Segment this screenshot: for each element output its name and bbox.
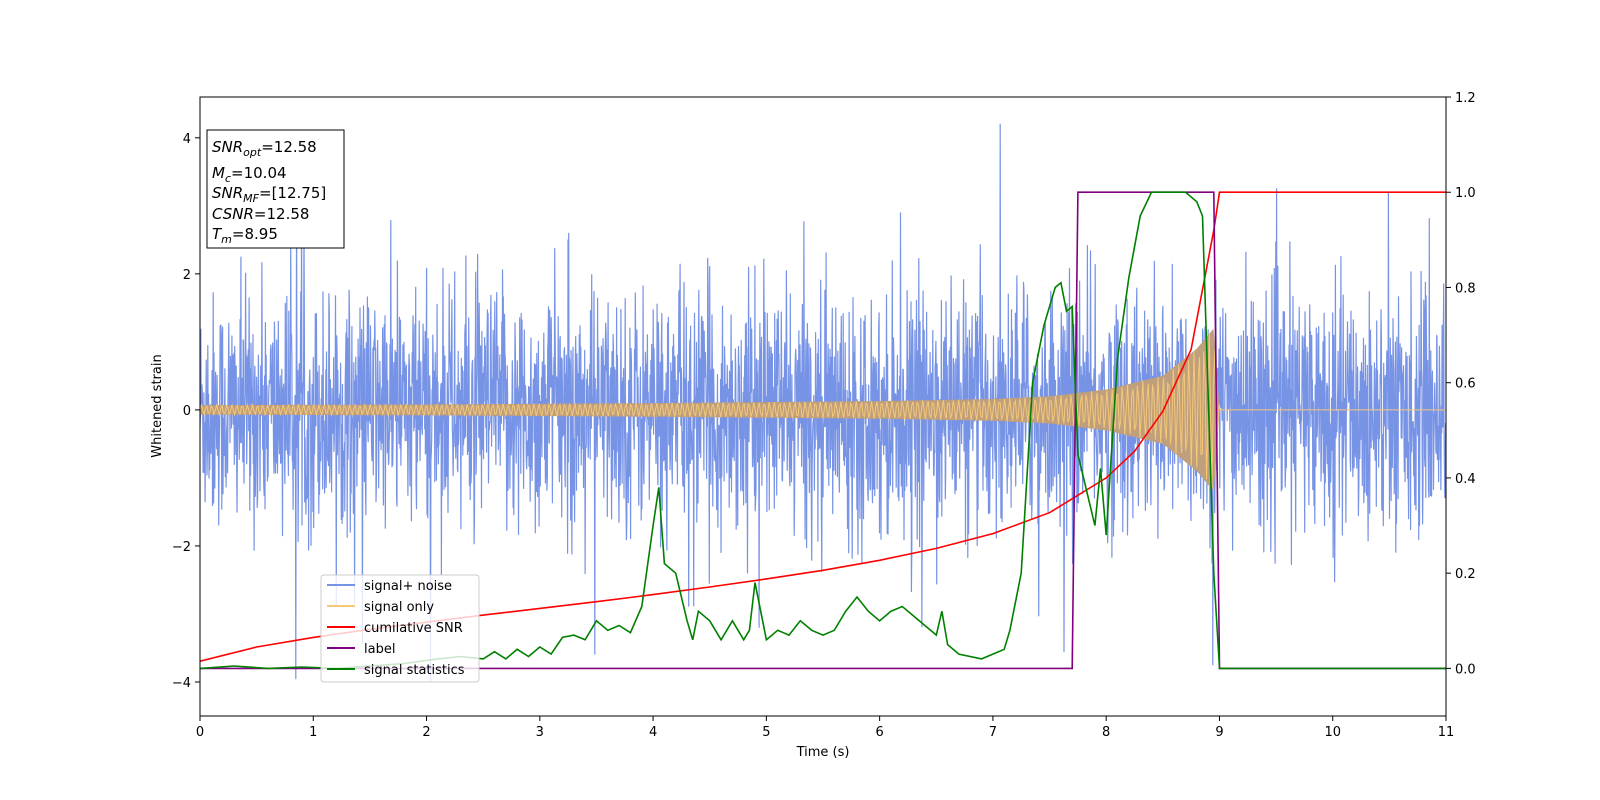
x-tick-label: 10 xyxy=(1324,725,1341,740)
x-tick-label: 7 xyxy=(989,725,997,740)
legend-frame xyxy=(320,574,480,683)
legend: signal+ noise signal only cumilative SNR… xyxy=(320,574,480,683)
y2-tick-label: 0.6 xyxy=(1455,377,1476,392)
x-tick-label: 4 xyxy=(649,725,657,740)
legend-label-label: label xyxy=(364,642,395,657)
x-tick-label: 3 xyxy=(536,725,544,740)
y2-tick-label: 0.4 xyxy=(1455,472,1476,487)
x-tick-label: 5 xyxy=(762,725,770,740)
y-tick-label: 4 xyxy=(183,132,191,147)
stat-snr-opt: SNRopt=12.58 xyxy=(212,138,317,159)
stat-mc: Mc=10.04 xyxy=(212,164,287,185)
stat-snr-mf: SNRMF=[12.75] xyxy=(212,184,326,205)
y-axis-left: −4 −2 0 2 4 xyxy=(172,132,200,691)
y-tick-label: −4 xyxy=(172,676,191,691)
stats-box: SNRopt=12.58 Mc=10.04 SNRMF=[12.75] CSNR… xyxy=(206,129,345,249)
plot-frame xyxy=(199,96,1447,717)
signal-only-overlap-band xyxy=(200,328,1446,492)
signal-noise-series xyxy=(200,123,1446,683)
y2-tick-label: 0.8 xyxy=(1455,281,1476,296)
y-tick-label: 0 xyxy=(183,404,191,419)
x-tick-label: 11 xyxy=(1438,725,1455,740)
y-tick-label: 2 xyxy=(183,268,191,283)
y2-tick-label: 1.2 xyxy=(1455,91,1476,106)
x-tick-label: 0 xyxy=(196,725,204,740)
stats-box-frame xyxy=(206,129,345,249)
legend-label-signal-noise: signal+ noise xyxy=(364,579,452,594)
x-tick-label: 8 xyxy=(1102,725,1110,740)
signal-only-series xyxy=(200,333,1446,488)
y-tick-label: −2 xyxy=(172,540,191,555)
legend-label-signal-statistics: signal statistics xyxy=(364,663,465,678)
x-tick-label: 1 xyxy=(309,725,317,740)
legend-label-cumulative-snr: cumilative SNR xyxy=(364,621,463,636)
x-tick-label: 9 xyxy=(1215,725,1223,740)
x-tick-label: 6 xyxy=(875,725,883,740)
x-axis-label: Time (s) xyxy=(796,745,850,760)
signal-statistics-series xyxy=(200,191,1446,670)
legend-label-signal-only: signal only xyxy=(364,600,434,615)
x-tick-label: 2 xyxy=(422,725,430,740)
y-axis-right: 0.0 0.2 0.4 0.6 0.8 1.0 1.2 xyxy=(1446,91,1476,677)
y2-tick-label: 0.0 xyxy=(1455,662,1476,677)
y2-tick-label: 0.2 xyxy=(1455,567,1476,582)
y-axis-label: Whitened strain xyxy=(150,354,165,457)
x-axis: 0 1 2 3 4 5 6 7 8 9 10 11 xyxy=(196,716,1454,740)
stat-tm: Tm=8.95 xyxy=(212,225,278,246)
stat-csnr: CSNR=12.58 xyxy=(212,205,309,223)
y2-tick-label: 1.0 xyxy=(1455,186,1476,201)
